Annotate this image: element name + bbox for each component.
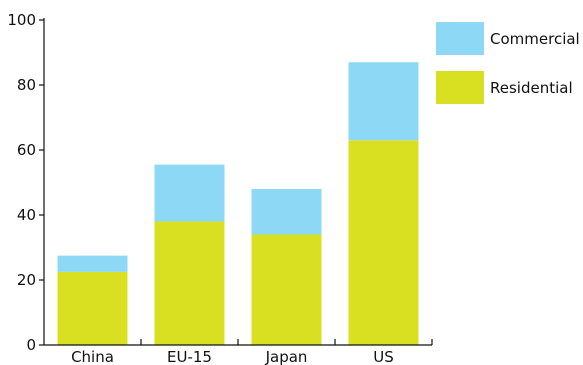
legend: Commercial Residential [436,22,580,104]
y-tick-label: 80 [17,76,36,94]
legend-swatch-residential [436,71,484,104]
bar-commercial-eu-15 [154,164,225,222]
legend-label-residential: Residential [490,79,573,97]
y-tick-label: 40 [17,206,36,224]
y-tick-label: 0 [26,336,36,354]
bar-commercial-japan [251,189,322,235]
y-tick-label: 100 [7,11,36,29]
x-tick-label: EU-15 [167,348,212,365]
y-axis: 0 20 40 60 80 100 [7,11,45,354]
bar-residential-eu-15 [154,221,225,345]
x-tick-label: Japan [265,348,308,365]
bar-commercial-china [57,255,128,272]
bar-residential-us [348,140,419,345]
legend-swatch-commercial [436,22,484,55]
legend-label-commercial: Commercial [490,30,580,48]
bar-residential-japan [251,234,322,345]
x-tick-label: US [373,348,394,365]
bar-residential-china [57,271,128,345]
y-tick-label: 20 [17,271,36,289]
bars-layer [57,62,419,345]
y-tick-label: 60 [17,141,36,159]
x-tick-label: China [71,348,114,365]
x-axis: China EU-15 Japan US [44,339,433,365]
bar-commercial-us [348,62,419,141]
